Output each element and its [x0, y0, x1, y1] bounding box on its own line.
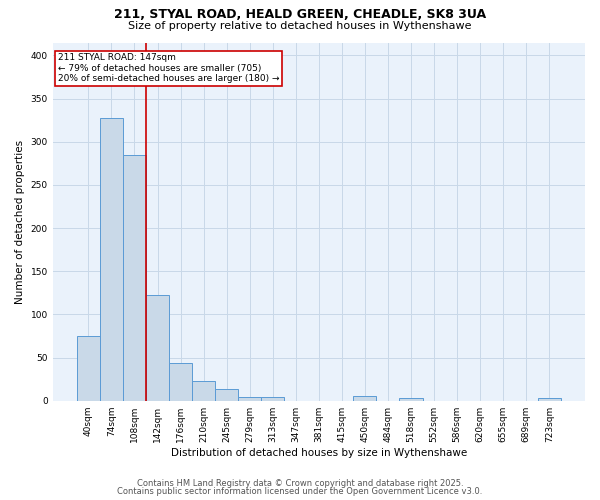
Text: 211, STYAL ROAD, HEALD GREEN, CHEADLE, SK8 3UA: 211, STYAL ROAD, HEALD GREEN, CHEADLE, S…	[114, 8, 486, 20]
Bar	[123, 154, 146, 400]
Y-axis label: Number of detached properties: Number of detached properties	[15, 140, 25, 304]
Bar	[146, 296, 169, 401]
Bar	[77, 336, 100, 400]
Bar	[169, 362, 192, 401]
Bar	[215, 390, 238, 400]
Text: Size of property relative to detached houses in Wythenshawe: Size of property relative to detached ho…	[128, 21, 472, 31]
Bar	[538, 398, 561, 400]
Text: Contains HM Land Registry data © Crown copyright and database right 2025.: Contains HM Land Registry data © Crown c…	[137, 478, 463, 488]
Bar	[192, 381, 215, 400]
Text: 211 STYAL ROAD: 147sqm
← 79% of detached houses are smaller (705)
20% of semi-de: 211 STYAL ROAD: 147sqm ← 79% of detached…	[58, 53, 280, 83]
Bar	[400, 398, 422, 400]
Text: Contains public sector information licensed under the Open Government Licence v3: Contains public sector information licen…	[118, 487, 482, 496]
Bar	[261, 398, 284, 400]
Bar	[238, 398, 261, 400]
Bar	[100, 118, 123, 401]
X-axis label: Distribution of detached houses by size in Wythenshawe: Distribution of detached houses by size …	[171, 448, 467, 458]
Bar	[353, 396, 376, 400]
